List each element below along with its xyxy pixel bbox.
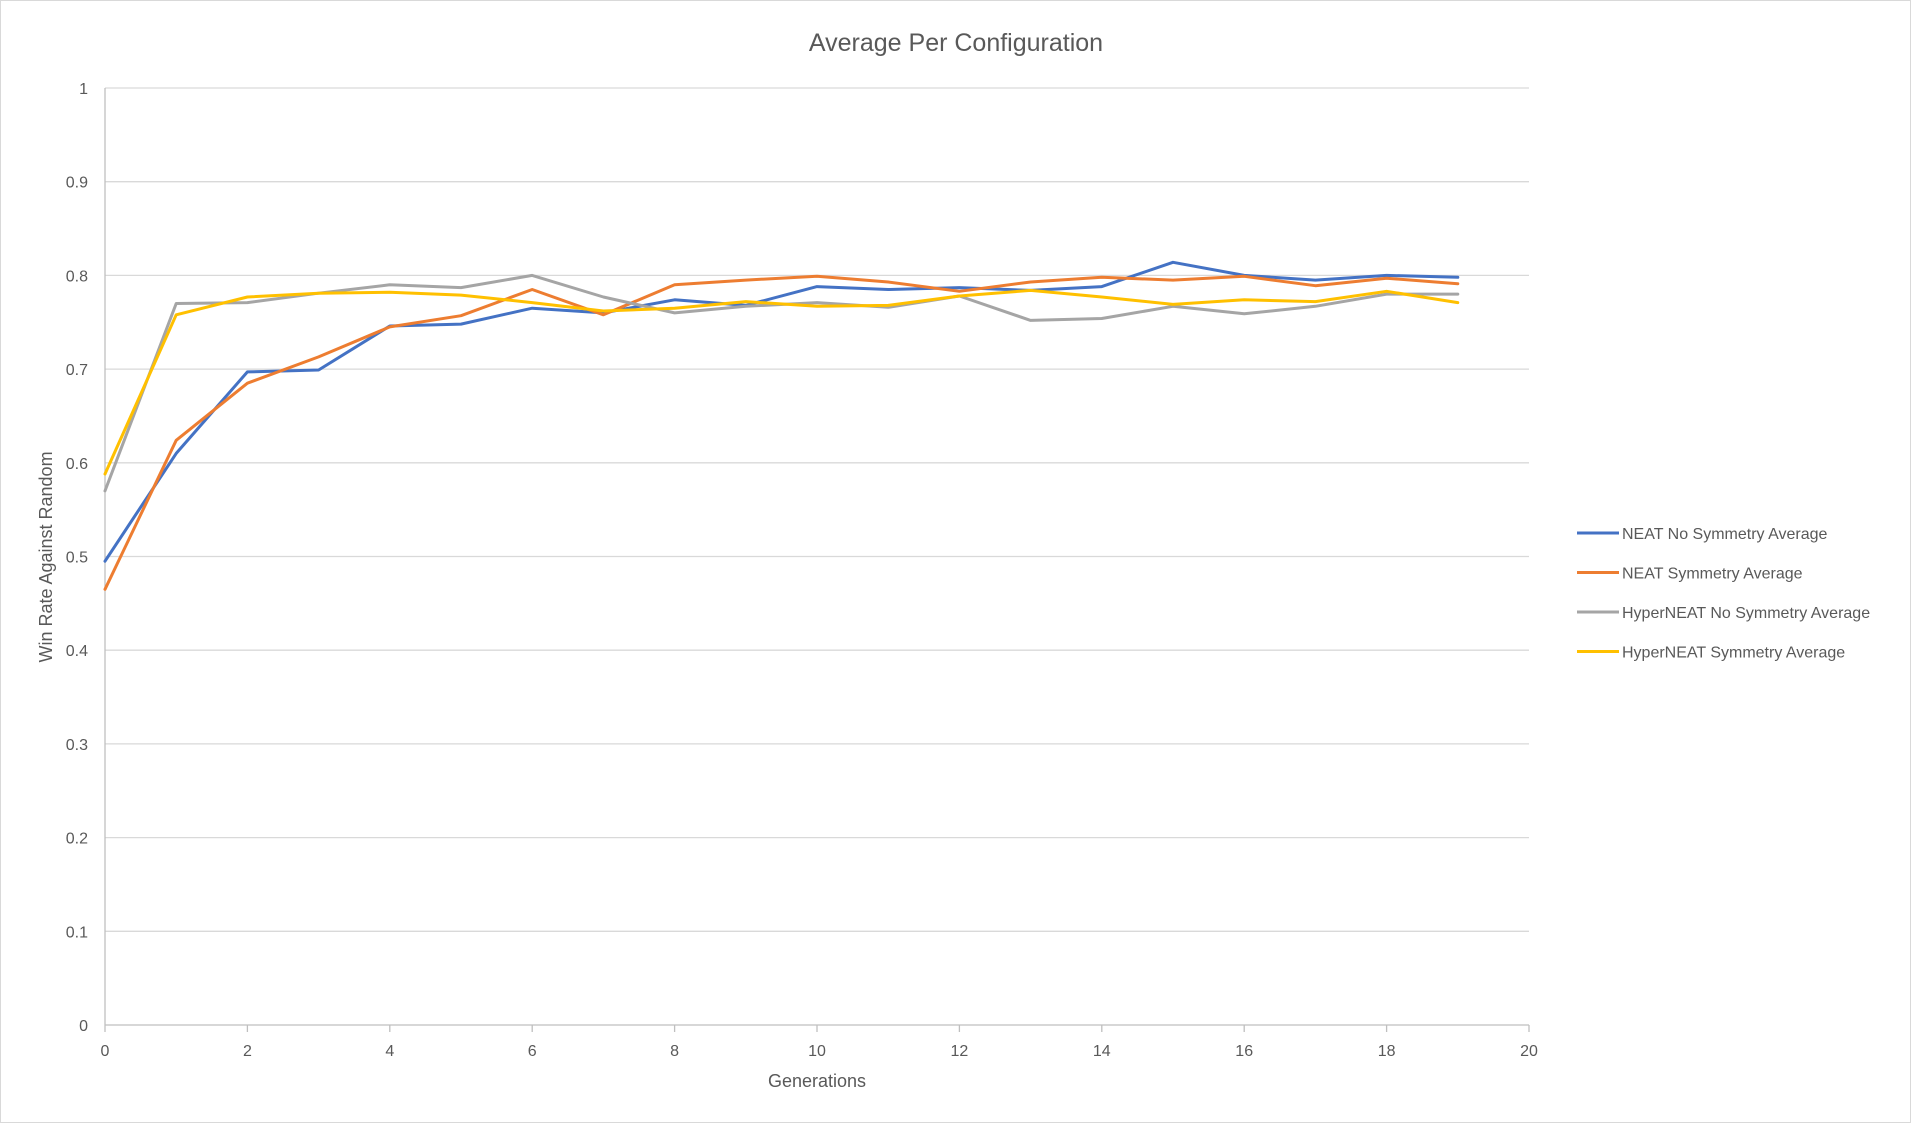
legend-label-0: NEAT No Symmetry Average xyxy=(1622,526,1828,543)
y-tick-label-5: 0.5 xyxy=(66,550,88,567)
x-axis-title: Generations xyxy=(768,1071,866,1091)
y-tick-label-4: 0.4 xyxy=(66,643,88,660)
series-line-0 xyxy=(103,260,1460,563)
x-tick-label-4: 8 xyxy=(670,1043,679,1060)
x-tick-label-9: 18 xyxy=(1378,1043,1396,1060)
y-tick-label-0: 0 xyxy=(79,1018,88,1035)
y-tick-label-1: 0.1 xyxy=(66,924,88,941)
x-tick-label-2: 4 xyxy=(385,1043,394,1060)
gridlines xyxy=(105,87,1529,932)
legend-label-2: HyperNEAT No Symmetry Average xyxy=(1622,605,1870,622)
x-tick-label-7: 14 xyxy=(1093,1043,1111,1060)
tick-labels: 00.10.20.30.40.50.60.70.80.910 2 4 6 8 10 12 14… xyxy=(66,81,1538,1060)
series-line-3 xyxy=(103,288,1460,476)
series-line-1 xyxy=(103,274,1460,591)
series-lines xyxy=(103,260,1460,591)
x-tick-label-3: 6 xyxy=(528,1043,537,1060)
y-axis-title: Win Rate Against Random xyxy=(36,451,56,662)
x-tick-label-10: 20 xyxy=(1520,1043,1538,1060)
series-line-2 xyxy=(103,273,1460,493)
axes xyxy=(104,88,1530,1032)
legend-label-1: NEAT Symmetry Average xyxy=(1622,566,1803,583)
y-tick-label-10: 1 xyxy=(79,81,88,98)
y-tick-label-9: 0.9 xyxy=(66,175,88,192)
chart-title: Average Per Configuration xyxy=(809,29,1103,57)
x-tick-label-6: 12 xyxy=(951,1043,969,1060)
x-tick-label-5: 10 xyxy=(808,1043,826,1060)
x-tick-label-0: 0 xyxy=(101,1043,110,1060)
y-tick-label-7: 0.7 xyxy=(66,362,88,379)
x-tick-label-8: 16 xyxy=(1235,1043,1253,1060)
y-tick-label-2: 0.2 xyxy=(66,831,88,848)
y-tick-label-8: 0.8 xyxy=(66,268,88,285)
x-tick-label-1: 2 xyxy=(243,1043,252,1060)
y-tick-label-6: 0.6 xyxy=(66,456,88,473)
legend: NEAT No Symmetry Average NEAT Symmetry Av… xyxy=(1577,526,1870,662)
y-tick-label-3: 0.3 xyxy=(66,737,88,754)
legend-label-3: HyperNEAT Symmetry Average xyxy=(1622,645,1845,662)
